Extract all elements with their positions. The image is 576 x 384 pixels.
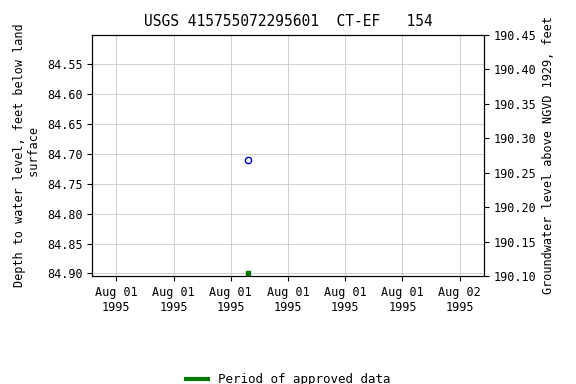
Legend: Period of approved data: Period of approved data (180, 368, 396, 384)
Y-axis label: Groundwater level above NGVD 1929, feet: Groundwater level above NGVD 1929, feet (542, 17, 555, 295)
Y-axis label: Depth to water level, feet below land
 surface: Depth to water level, feet below land su… (13, 24, 41, 287)
Title: USGS 415755072295601  CT-EF   154: USGS 415755072295601 CT-EF 154 (143, 14, 433, 29)
